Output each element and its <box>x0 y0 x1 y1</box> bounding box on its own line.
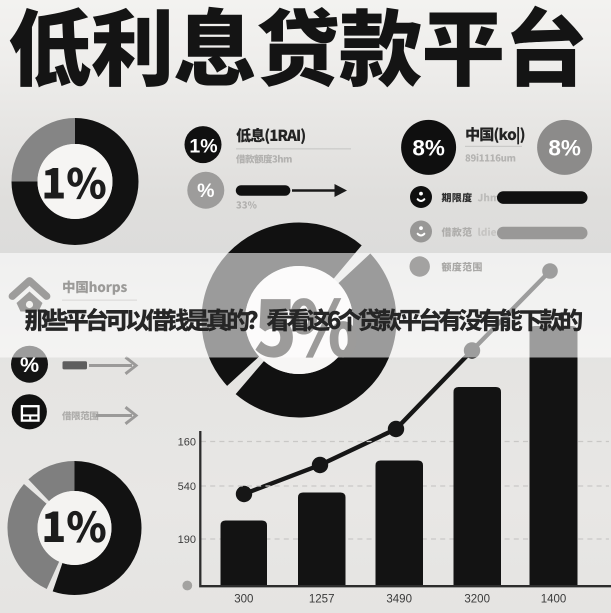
svg-text:1%: 1% <box>189 135 217 157</box>
svg-text:300: 300 <box>234 594 253 606</box>
svg-text:%: % <box>197 180 214 202</box>
svg-text:540: 540 <box>178 481 196 493</box>
svg-text:8%: 8% <box>548 136 581 161</box>
svg-text:8%: 8% <box>412 136 445 161</box>
svg-text:3490: 3490 <box>386 594 412 606</box>
svg-text:1257: 1257 <box>309 594 335 606</box>
svg-text:3200: 3200 <box>464 594 490 606</box>
svg-text:190: 190 <box>178 534 196 546</box>
svg-text:160: 160 <box>178 436 196 448</box>
svg-text:%: % <box>20 353 39 377</box>
svg-text:1400: 1400 <box>541 594 567 606</box>
